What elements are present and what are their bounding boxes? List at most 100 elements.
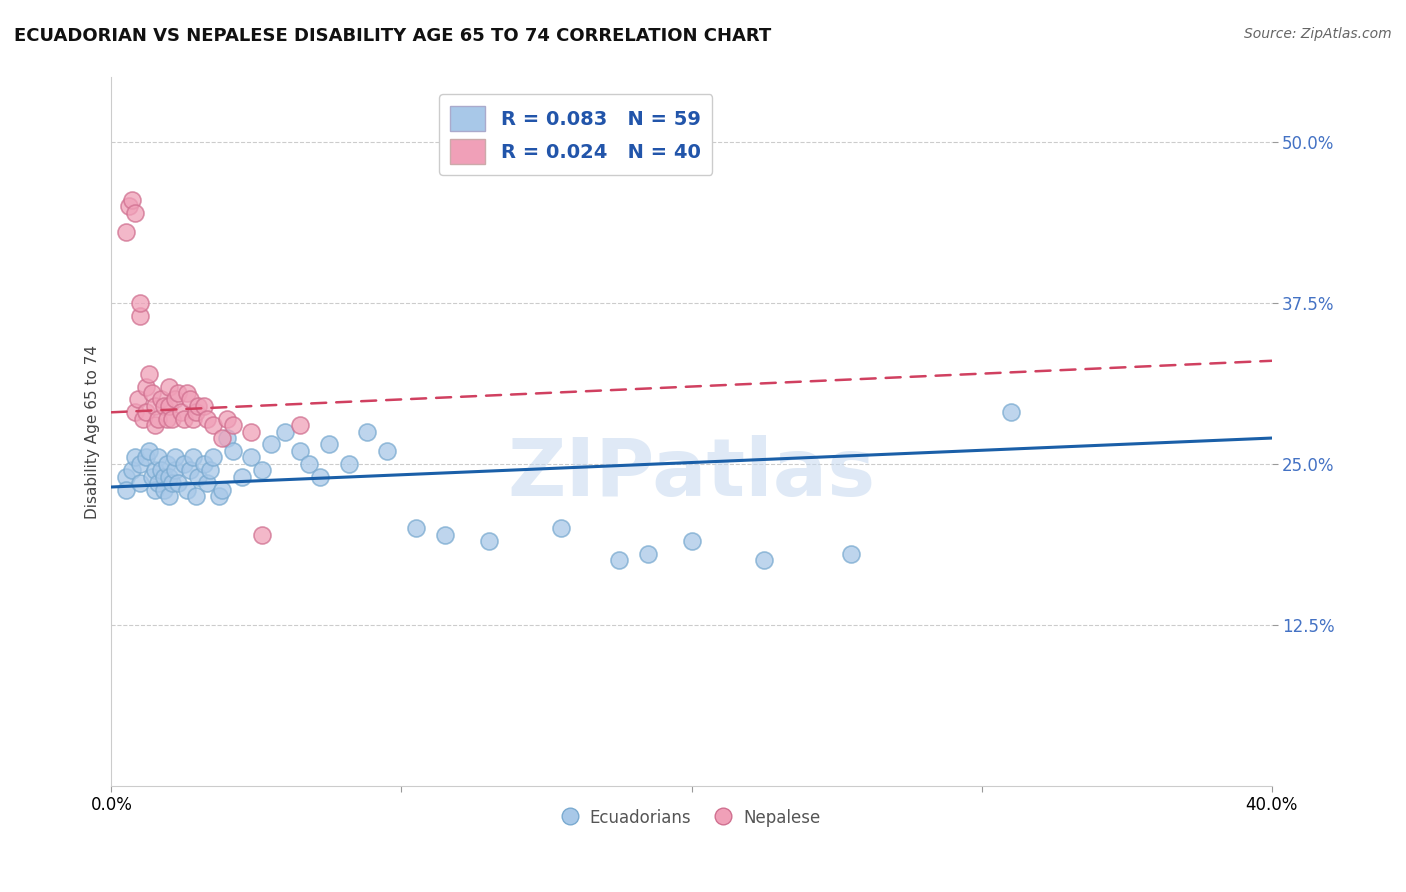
Point (155, 457, 177, 471)
Point (118, 199, 141, 213)
Point (159, 469, 181, 483)
Point (165, 463, 187, 477)
Point (477, 534, 499, 549)
Point (129, 309, 152, 323)
Text: ZIPatlas: ZIPatlas (508, 435, 876, 513)
Point (146, 411, 169, 425)
Point (165, 450, 187, 465)
Point (115, 225, 138, 239)
Point (149, 463, 172, 477)
Point (217, 431, 239, 445)
Point (143, 463, 166, 477)
Point (752, 553, 775, 567)
Point (222, 418, 245, 433)
Point (115, 469, 138, 483)
Point (121, 193, 143, 207)
Point (124, 205, 146, 219)
Point (337, 457, 360, 471)
Point (162, 411, 184, 425)
Point (208, 489, 231, 503)
Point (146, 450, 169, 465)
Point (274, 425, 297, 439)
Point (252, 527, 274, 541)
Point (176, 386, 198, 401)
Point (187, 469, 209, 483)
Point (149, 392, 172, 407)
Legend: Ecuadorians, Nepalese: Ecuadorians, Nepalese (557, 803, 827, 834)
Point (201, 418, 224, 433)
Point (138, 367, 160, 381)
Point (179, 463, 201, 477)
Point (127, 392, 149, 407)
Point (375, 444, 398, 458)
Point (124, 450, 146, 465)
Point (181, 411, 204, 425)
Point (211, 431, 233, 445)
Point (167, 386, 190, 401)
Point (550, 521, 572, 535)
Point (839, 547, 862, 561)
Point (170, 405, 193, 419)
Point (121, 463, 143, 477)
Point (193, 457, 215, 471)
Point (135, 379, 157, 393)
Point (637, 547, 659, 561)
Point (239, 450, 262, 465)
Point (143, 399, 166, 413)
Point (198, 463, 221, 477)
Point (309, 469, 332, 483)
Point (159, 489, 181, 503)
Point (115, 483, 138, 497)
Point (195, 476, 218, 491)
Point (356, 425, 378, 439)
Point (318, 437, 340, 451)
Point (405, 521, 427, 535)
Text: Source: ZipAtlas.com: Source: ZipAtlas.com (1244, 27, 1392, 41)
Point (181, 450, 204, 465)
Point (141, 386, 163, 401)
Point (143, 483, 166, 497)
Point (143, 418, 166, 433)
Point (165, 392, 187, 407)
Point (195, 411, 218, 425)
Point (155, 411, 177, 425)
Point (152, 469, 174, 483)
Point (211, 483, 233, 497)
Point (162, 476, 184, 491)
Point (173, 457, 195, 471)
Point (129, 476, 152, 491)
Point (146, 476, 169, 491)
Point (193, 399, 215, 413)
Point (288, 418, 311, 433)
Point (159, 399, 181, 413)
Point (1000, 405, 1022, 419)
Point (231, 469, 253, 483)
Point (167, 476, 190, 491)
Point (152, 399, 174, 413)
Point (141, 469, 163, 483)
Point (124, 405, 146, 419)
Point (434, 527, 457, 541)
Point (159, 379, 181, 393)
Point (179, 392, 201, 407)
Point (184, 489, 207, 503)
Point (288, 444, 311, 458)
Point (135, 405, 157, 419)
Point (681, 534, 703, 549)
Point (173, 411, 195, 425)
Point (176, 483, 198, 497)
Point (129, 295, 152, 310)
Point (129, 457, 152, 471)
Point (132, 411, 155, 425)
Point (239, 425, 262, 439)
Point (135, 450, 157, 465)
Point (252, 463, 274, 477)
Point (201, 450, 224, 465)
Point (152, 483, 174, 497)
Point (138, 444, 160, 458)
Point (187, 399, 209, 413)
Y-axis label: Disability Age 65 to 74: Disability Age 65 to 74 (86, 344, 100, 518)
Point (260, 437, 283, 451)
Point (184, 405, 207, 419)
Point (217, 411, 239, 425)
